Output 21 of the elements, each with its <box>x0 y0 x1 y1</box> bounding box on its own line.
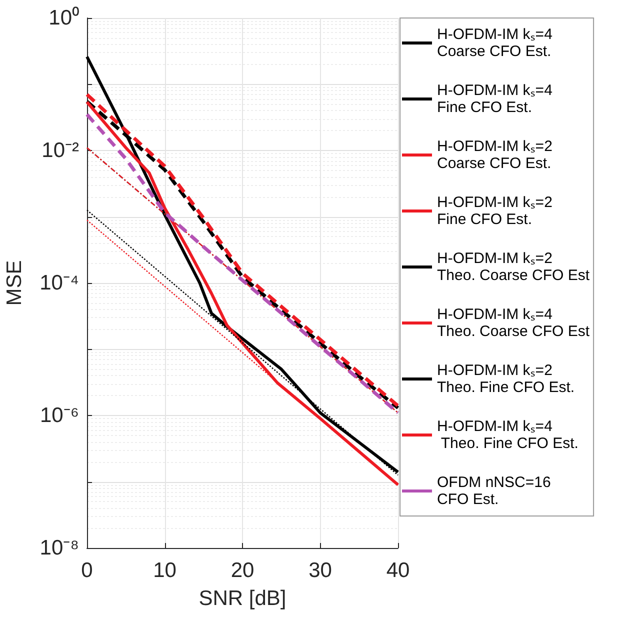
y-axis-title: MSE <box>3 260 26 306</box>
x-tick-label: 40 <box>386 559 410 582</box>
legend-label: H-OFDM-IM kₛ=4 Theo. Fine CFO Est. <box>437 418 578 452</box>
y-tick-label: 10⁻⁸ <box>40 536 79 560</box>
y-tick-label: 10⁻² <box>42 139 79 162</box>
x-axis-title: SNR [dB] <box>198 587 286 610</box>
y-tick-label: 10⁰ <box>48 6 79 30</box>
x-tick-label: 0 <box>81 559 93 582</box>
y-tick-label: 10⁻⁶ <box>40 404 79 427</box>
legend-label: H-OFDM-IM kₛ=2 Fine CFO Est. <box>437 194 552 228</box>
x-tick-label: 20 <box>230 559 254 582</box>
legend-label: OFDM nNSC=16 CFO Est. <box>437 474 551 508</box>
legend-label: H-OFDM-IM kₛ=2 Coarse CFO Est. <box>437 138 552 172</box>
y-tick-label: 10⁻⁴ <box>40 272 79 294</box>
legend-label: H-OFDM-IM kₛ=2 Theo. Fine CFO Est. <box>437 362 575 396</box>
legend-label: H-OFDM-IM kₛ=4 Fine CFO Est. <box>437 82 552 116</box>
legend-label: H-OFDM-IM kₛ=2 Theo. Coarse CFO Est <box>437 250 590 284</box>
legend-label: H-OFDM-IM kₛ=4 Coarse CFO Est. <box>437 26 552 60</box>
x-tick-label: 10 <box>153 559 176 582</box>
x-tick-label: 30 <box>308 559 332 582</box>
legend-label: H-OFDM-IM kₛ=4 Theo. Coarse CFO Est <box>437 306 590 340</box>
